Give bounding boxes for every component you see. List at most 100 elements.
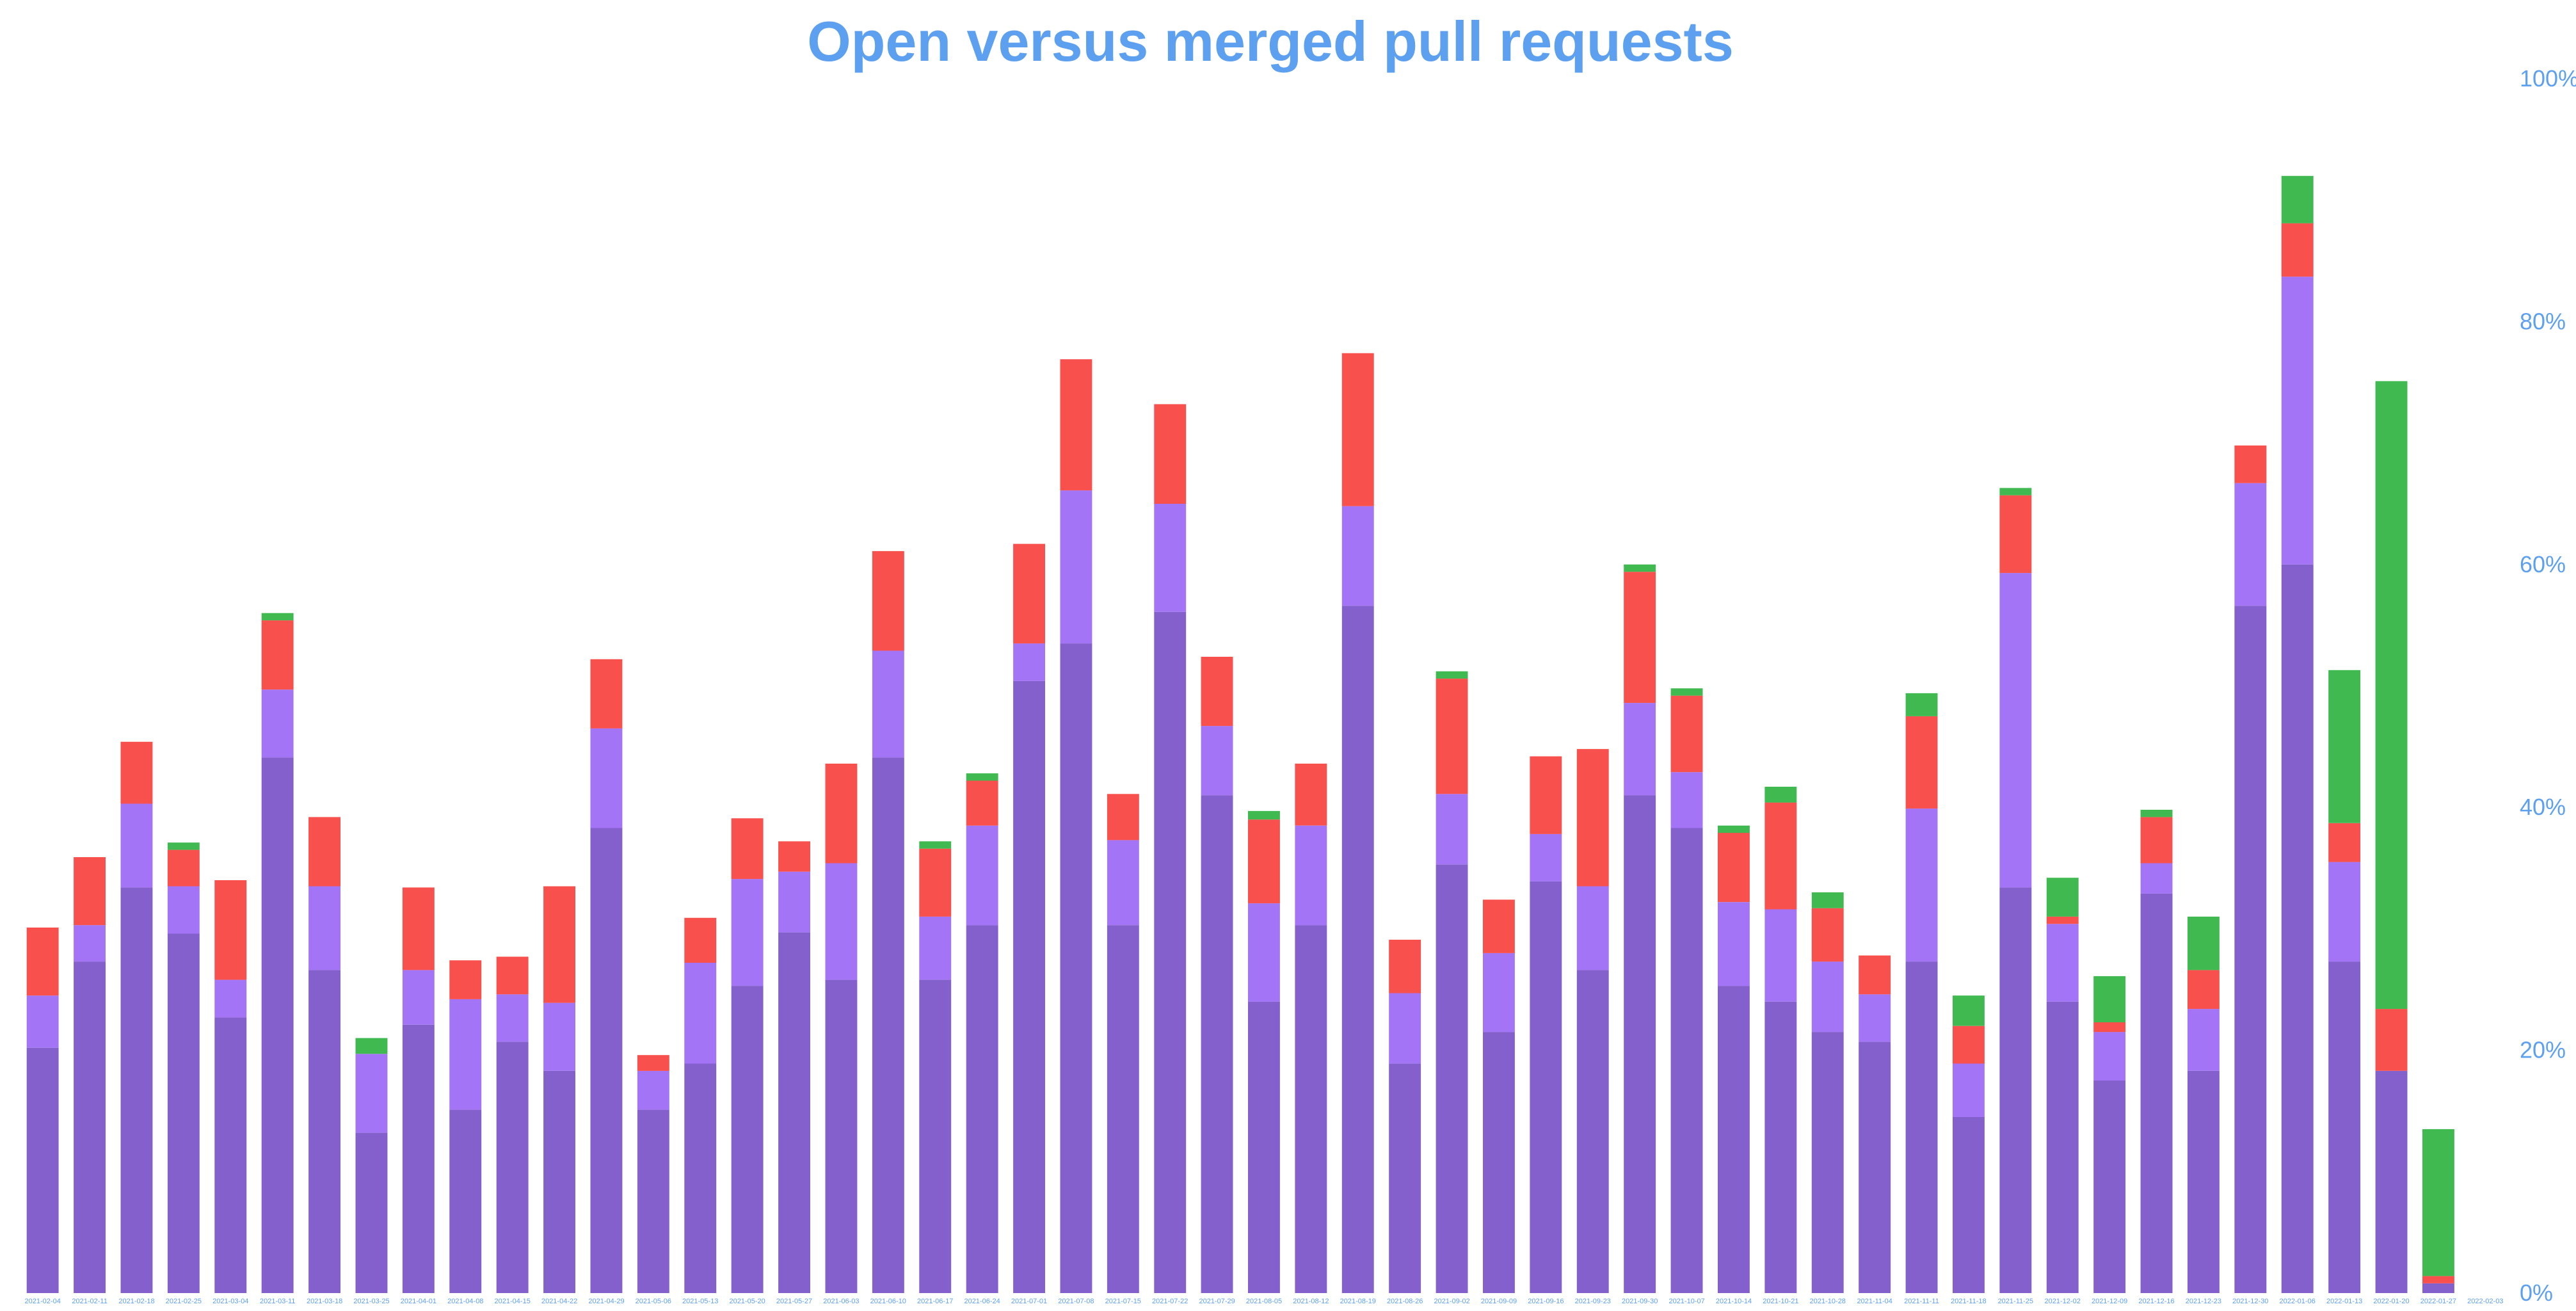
bar-segment-1-2021-05-27 <box>778 932 810 1293</box>
bar-segment-2-2021-07-08 <box>1060 490 1092 644</box>
bar-segment-2-2021-02-11 <box>74 925 106 962</box>
bar-segment-3-2021-09-16 <box>1530 756 1562 834</box>
bar-segment-1-2021-12-16 <box>2140 893 2173 1293</box>
y-tick-label: 40% <box>2520 794 2566 820</box>
bar-segment-3-2021-09-09 <box>1483 899 1515 953</box>
x-tick-label: 2021-10-07 <box>1668 1298 1704 1305</box>
x-tick-label: 2021-12-09 <box>2092 1298 2127 1305</box>
bar-segment-1-2021-12-30 <box>2234 606 2267 1293</box>
bar-segment-2-2021-02-18 <box>120 803 153 888</box>
bar-segment-2-2021-05-06 <box>637 1070 669 1110</box>
bar-segment-1-2021-07-01 <box>1013 680 1045 1293</box>
bar-segment-3-2021-04-01 <box>402 887 435 970</box>
bar-segment-1-2021-05-06 <box>637 1109 669 1293</box>
bar-segment-1-2021-08-19 <box>1341 606 1374 1293</box>
x-tick-label: 2021-09-23 <box>1575 1298 1611 1305</box>
bar-segment-2-2021-09-30 <box>1624 703 1656 796</box>
bar-segment-2-2021-03-25 <box>355 1054 388 1133</box>
bar-segment-1-2021-06-10 <box>872 757 904 1293</box>
bar-segment-4-2021-11-11 <box>1905 693 1938 716</box>
bar-segment-1-2021-08-26 <box>1389 1063 1421 1293</box>
x-tick-label: 2022-01-06 <box>2280 1298 2316 1305</box>
y-tick-label: 0% <box>2520 1280 2553 1306</box>
bar-segment-2-2021-04-01 <box>402 970 435 1025</box>
x-tick-label: 2021-06-10 <box>870 1298 906 1305</box>
x-tick-label: 2021-02-04 <box>25 1298 61 1305</box>
bar-segment-3-2021-02-11 <box>74 857 106 926</box>
x-tick-label: 2021-09-16 <box>1528 1298 1564 1305</box>
x-tick-label: 2021-07-08 <box>1058 1298 1094 1305</box>
bar-segment-3-2021-04-29 <box>590 659 623 728</box>
bar-segment-1-2021-03-04 <box>214 1017 247 1293</box>
bar-segment-3-2021-12-30 <box>2234 445 2267 483</box>
x-tick-label: 2022-02-03 <box>2467 1298 2503 1305</box>
bar-segment-2-2021-08-12 <box>1295 825 1327 926</box>
bar-segment-1-2021-05-20 <box>731 986 764 1293</box>
bar-segment-1-2021-06-03 <box>825 979 858 1293</box>
bar-segment-2-2021-09-23 <box>1576 886 1609 970</box>
bar-segment-2-2021-04-29 <box>590 728 623 828</box>
bar-segment-3-2021-06-03 <box>825 763 858 864</box>
bar-segment-2-2021-10-21 <box>1764 909 1797 1002</box>
x-tick-label: 2021-09-30 <box>1622 1298 1658 1305</box>
bar-segment-1-2022-01-27 <box>2422 1283 2454 1293</box>
bar-segment-1-2021-08-12 <box>1295 925 1327 1293</box>
bar-segment-1-2021-07-22 <box>1154 611 1187 1293</box>
x-tick-label: 2021-02-11 <box>72 1298 107 1305</box>
bar-segment-3-2021-08-26 <box>1389 940 1421 993</box>
bar-segment-2-2021-05-13 <box>684 963 717 1064</box>
bar-segment-3-2021-06-10 <box>872 551 904 651</box>
bar-segment-1-2021-03-11 <box>261 757 294 1293</box>
x-tick-label: 2021-10-21 <box>1763 1298 1798 1305</box>
bar-segment-3-2021-04-15 <box>496 956 529 995</box>
bar-segment-3-2021-06-24 <box>966 780 998 826</box>
bar-segment-3-2021-07-08 <box>1060 359 1092 491</box>
x-tick-label: 2021-02-25 <box>166 1298 202 1305</box>
bar-segment-3-2021-02-04 <box>26 928 59 996</box>
x-tick-label: 2021-07-22 <box>1152 1298 1188 1305</box>
x-tick-label: 2021-04-08 <box>447 1298 483 1305</box>
bar-segment-2-2021-08-05 <box>1248 903 1280 1002</box>
x-tick-label: 2021-04-01 <box>401 1298 436 1305</box>
x-tick-label: 2021-08-12 <box>1293 1298 1329 1305</box>
bar-segment-1-2021-10-21 <box>1764 1001 1797 1293</box>
bar-segment-4-2021-10-14 <box>1718 825 1750 833</box>
bar-segment-3-2022-01-06 <box>2281 223 2314 277</box>
bar-segment-1-2021-02-11 <box>74 961 106 1293</box>
x-tick-label: 2021-11-18 <box>1951 1298 1986 1305</box>
bar-segment-2-2021-03-18 <box>308 886 340 970</box>
bar-segment-2-2021-07-29 <box>1201 726 1233 796</box>
y-tick-label: 60% <box>2520 551 2566 577</box>
y-tick-label: 100% <box>2520 65 2576 92</box>
bar-segment-2-2021-06-24 <box>966 825 998 926</box>
x-tick-label: 2021-08-26 <box>1387 1298 1423 1305</box>
bar-segment-1-2021-09-23 <box>1576 970 1609 1293</box>
bar-segment-2-2022-01-06 <box>2281 277 2314 565</box>
bar-segment-2-2021-07-22 <box>1154 504 1187 612</box>
bar-segment-3-2021-05-06 <box>637 1055 669 1071</box>
x-tick-label: 2021-08-05 <box>1246 1298 1282 1305</box>
bar-segment-3-2022-01-13 <box>2328 823 2361 862</box>
x-axis: 2021-02-04 2021-02-11 2021-02-18 2021-02-25… <box>25 1298 2504 1305</box>
bar-segment-2-2021-12-09 <box>2093 1032 2126 1081</box>
bar-segment-1-2021-07-15 <box>1107 925 1139 1293</box>
x-tick-label: 2022-01-27 <box>2420 1298 2456 1305</box>
x-tick-label: 2021-03-04 <box>212 1298 248 1305</box>
bar-segment-2-2021-08-19 <box>1341 506 1374 606</box>
x-tick-label: 2021-07-15 <box>1105 1298 1141 1305</box>
bar-segment-3-2021-12-23 <box>2188 970 2220 1009</box>
bar-segment-1-2021-11-18 <box>1953 1116 1985 1293</box>
bar-segment-3-2021-07-22 <box>1154 404 1187 504</box>
bar-segment-2-2021-09-16 <box>1530 833 1562 881</box>
bar-segment-1-2021-09-02 <box>1436 864 1468 1293</box>
bar-segment-4-2021-11-18 <box>1953 995 1985 1026</box>
bar-segment-3-2021-07-15 <box>1107 794 1139 840</box>
bar-segment-3-2021-08-05 <box>1248 819 1280 904</box>
bar-segment-2-2022-01-13 <box>2328 862 2361 962</box>
bar-segment-3-2021-12-16 <box>2140 817 2173 864</box>
x-tick-label: 2021-02-18 <box>118 1298 154 1305</box>
bar-segment-3-2021-12-02 <box>2046 916 2079 924</box>
bar-segment-1-2022-01-20 <box>2375 1070 2408 1293</box>
bar-segment-3-2021-09-23 <box>1576 749 1609 887</box>
